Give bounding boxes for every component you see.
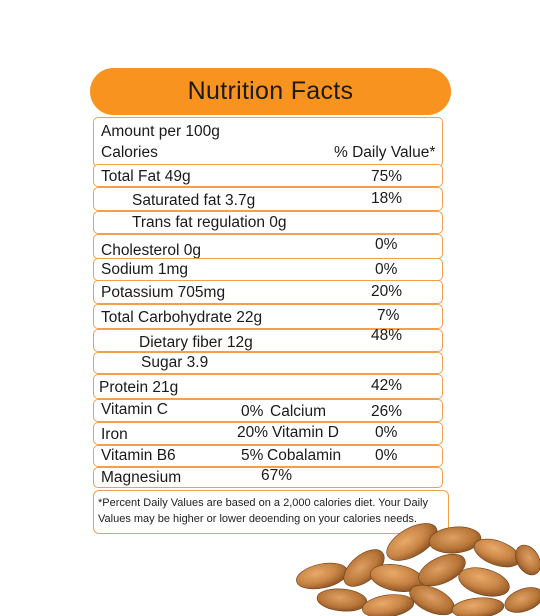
nutrient-dv: 75% <box>371 168 403 185</box>
vitamin-row: Vitamin C 0% Calcium 26% <box>93 399 443 422</box>
title-bar: Nutrition Facts <box>90 68 451 115</box>
calories-label: Calories <box>101 144 158 161</box>
vitamin-name-2: Calcium <box>270 403 326 420</box>
nutrient-label: Potassium 705mg <box>101 284 226 301</box>
vitamin-row: Magnesium 67% <box>93 467 443 488</box>
nutrient-label: Sodium 1mg <box>101 261 189 278</box>
nutrient-label: Trans fat regulation 0g <box>132 214 287 231</box>
daily-value-header: % Daily Value* <box>334 144 436 161</box>
amount-per-label: Amount per 100g <box>101 123 220 140</box>
footnote: *Percent Daily Values are based on a 2,0… <box>93 490 449 534</box>
nutrient-row: Total Carbohydrate 22g 7% <box>93 304 443 329</box>
vitamin-value: 0% <box>241 403 264 420</box>
nutrient-label: Cholesterol 0g <box>101 242 201 259</box>
vitamin-value-2: 0% <box>375 424 398 441</box>
nutrient-dv: 20% <box>371 283 403 300</box>
nutrient-row: Dietary fiber 12g 48% <box>93 327 443 352</box>
vitamin-value-2: 26% <box>371 403 403 420</box>
almonds-image <box>296 523 540 616</box>
vitamin-row: Vitamin B6 5% Cobalamin 0% <box>93 445 443 467</box>
page-title: Nutrition Facts <box>187 77 354 105</box>
vitamin-name-2: Cobalamin <box>267 447 342 464</box>
nutrient-label: Protein 21g <box>99 379 179 396</box>
nutrient-dv: 42% <box>371 377 403 394</box>
vitamin-row: Iron 20% Vitamin D 0% <box>93 422 443 445</box>
vitamin-name: Vitamin B6 <box>101 447 176 464</box>
nutrient-row: Potassium 705mg 20% <box>93 280 443 304</box>
header-row: Amount per 100g Calories % Daily Value* <box>93 117 443 167</box>
nutrient-row: Sugar 3.9 <box>93 352 443 374</box>
vitamin-value-2: 0% <box>375 447 398 464</box>
vitamin-name: Magnesium <box>101 469 182 486</box>
nutrient-dv: 0% <box>375 261 398 278</box>
nutrient-row: Saturated fat 3.7g 18% <box>93 187 443 211</box>
nutrient-row: Cholesterol 0g 0% <box>93 234 443 259</box>
nutrient-dv: 18% <box>371 190 403 207</box>
vitamin-value: 5% <box>241 447 264 464</box>
vitamin-name: Iron <box>101 426 128 443</box>
vitamin-name: Vitamin C <box>101 401 168 418</box>
vitamin-name-2: Vitamin D <box>272 424 339 441</box>
nutrient-row: Total Fat 49g 75% <box>93 164 443 187</box>
nutrient-row: Sodium 1mg 0% <box>93 258 443 281</box>
vitamin-value: 20% <box>237 424 269 441</box>
nutrient-label: Total Carbohydrate 22g <box>101 309 263 326</box>
nutrient-label: Sugar 3.9 <box>141 354 209 371</box>
nutrient-label: Dietary fiber 12g <box>139 334 253 351</box>
nutrient-row: Protein 21g 42% <box>93 374 443 399</box>
vitamin-value: 67% <box>261 467 293 484</box>
nutrient-dv: 0% <box>375 236 398 253</box>
nutrient-label: Total Fat 49g <box>101 168 191 185</box>
nutrient-dv: 7% <box>377 307 400 324</box>
nutrient-label: Saturated fat 3.7g <box>132 192 256 209</box>
nutrient-dv: 48% <box>371 327 403 344</box>
nutrient-row: Trans fat regulation 0g <box>93 211 443 234</box>
